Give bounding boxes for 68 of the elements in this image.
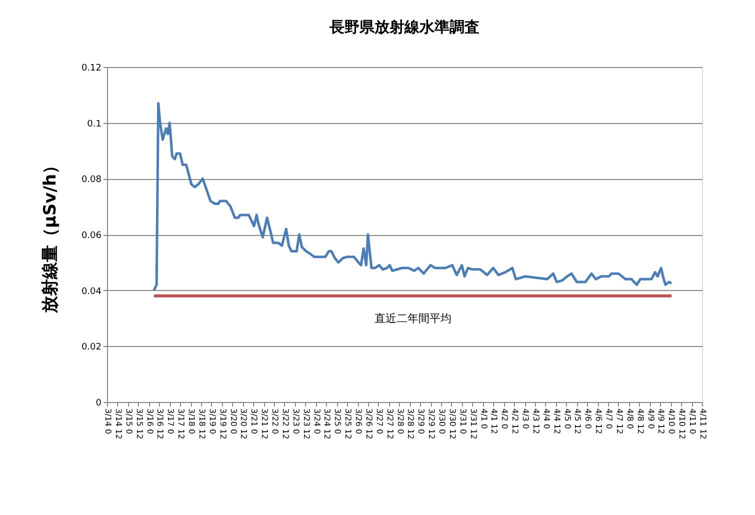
x-tick-label: 4/1 12 (490, 408, 499, 434)
x-tick-label: 4/11 12 (698, 408, 708, 440)
y-axis-title: 放射線量（μSv/h） (40, 156, 60, 314)
x-tick-label: 3/17 12 (176, 408, 186, 440)
x-tick-label: 4/9 12 (656, 408, 666, 434)
x-tick-label: 3/22 0 (270, 408, 280, 434)
x-tick-label: 3/15 0 (124, 408, 134, 434)
x-tick-label: 3/19 12 (218, 408, 228, 440)
x-tick-label: 4/4 0 (542, 408, 551, 430)
x-tick-label: 3/15 12 (134, 408, 144, 440)
x-tick-label: 3/29 12 (427, 408, 436, 440)
x-tick-label: 3/23 12 (302, 408, 311, 440)
x-tick-label: 3/19 0 (208, 408, 217, 434)
y-tick-label: 0.12 (81, 64, 102, 74)
x-tick-label: 3/30 12 (448, 408, 457, 440)
x-tick-label: 3/26 12 (364, 408, 374, 440)
x-tick-label: 3/20 12 (239, 408, 248, 440)
x-tick-label: 4/6 0 (584, 408, 593, 430)
x-tick-label: 4/2 0 (500, 408, 510, 430)
chart-title: 長野県放射線水準調査 (328, 18, 480, 36)
x-tick-label: 3/16 12 (156, 408, 165, 440)
x-tick-label: 4/7 0 (604, 408, 614, 430)
y-tick-label: 0.04 (81, 286, 102, 297)
x-tick-label: 4/10 12 (678, 408, 687, 440)
x-tick-label: 4/5 0 (562, 408, 572, 430)
x-tick-label: 4/3 0 (521, 408, 530, 430)
x-tick-label: 3/30 0 (438, 408, 447, 434)
x-tick-label: 3/27 12 (385, 408, 394, 440)
y-tick-label: 0.1 (87, 119, 102, 130)
x-tick-label: 4/6 12 (594, 408, 604, 434)
x-tick-label: 3/24 0 (312, 408, 322, 434)
x-tick-label: 4/3 12 (531, 408, 540, 434)
x-tick-label: 3/26 0 (354, 408, 364, 434)
x-tick-label: 4/8 0 (625, 408, 634, 430)
x-tick-label: 3/14 0 (104, 408, 112, 434)
x-tick-label: 4/11 0 (688, 408, 698, 434)
ref-line-label: 直近二年間平均 (374, 312, 452, 325)
x-tick-label: 3/14 12 (114, 408, 123, 440)
x-tick-label: 3/17 0 (166, 408, 176, 434)
x-tick-label: 3/21 12 (260, 408, 270, 440)
y-tick-label: 0 (96, 398, 102, 408)
x-tick-label: 4/10 0 (667, 408, 676, 434)
x-tick-label: 3/23 0 (291, 408, 300, 434)
x-tick-label: 3/28 12 (406, 408, 416, 440)
x-tick-label: 3/25 0 (333, 408, 342, 434)
x-tick-label: 4/8 12 (636, 408, 645, 434)
x-tick-label: 4/1 0 (479, 408, 488, 430)
x-tick-label: 3/29 0 (416, 408, 426, 434)
y-tick-label: 0.06 (81, 231, 102, 241)
x-tick-label: 4/5 12 (573, 408, 582, 434)
x-tick-label: 4/7 12 (614, 408, 624, 434)
x-tick-label: 3/18 0 (187, 408, 196, 434)
x-tick-label: 3/16 0 (145, 408, 154, 434)
x-tick-label: 3/22 12 (280, 408, 290, 440)
y-tick-label: 0.08 (81, 175, 102, 186)
x-tick-label: 3/20 0 (228, 408, 238, 434)
x-tick-label: 3/28 0 (396, 408, 405, 434)
x-tick-label: 3/31 0 (458, 408, 468, 434)
x-tick-label: 4/2 12 (510, 408, 520, 434)
x-tick-label: 3/25 12 (344, 408, 353, 440)
y-tick-label: 0.02 (81, 342, 102, 353)
x-tick-label: 3/18 12 (197, 408, 206, 440)
x-tick-label: 3/27 0 (374, 408, 384, 434)
x-tick-label: 4/9 0 (646, 408, 656, 430)
x-tick-label: 4/4 12 (552, 408, 562, 434)
x-tick-label: 3/24 12 (322, 408, 332, 440)
x-tick-label: 3/31 12 (468, 408, 478, 440)
x-tick-label: 3/21 0 (250, 408, 259, 434)
